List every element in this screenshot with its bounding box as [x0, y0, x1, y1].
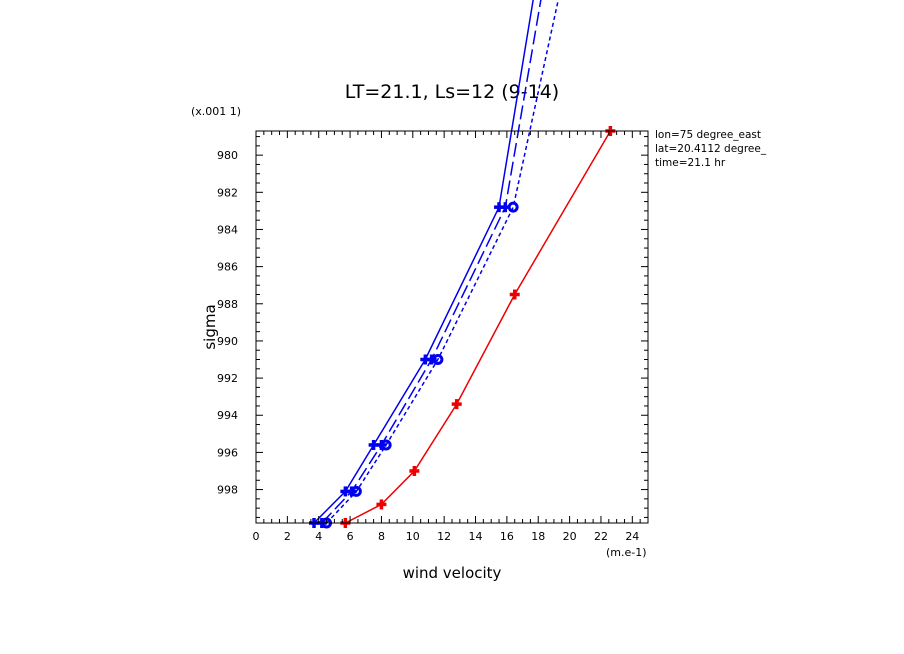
- x-axis-title: wind velocity: [403, 564, 502, 582]
- y-tick-label: 996: [217, 446, 238, 459]
- x-tick-label: 6: [347, 530, 354, 543]
- plot-frame: [255, 130, 649, 524]
- y-tick-label: 986: [217, 261, 238, 274]
- x-tick-label: 0: [253, 530, 260, 543]
- y-tick-label: 980: [217, 149, 238, 162]
- ticks-layer: 0 2 4 6 8 10 12 14 16 18 20 22 249809829849869889909…: [217, 131, 648, 543]
- series-3-marker: [350, 485, 362, 497]
- series-line-2: [321, 0, 542, 523]
- x-tick-label: 12: [437, 530, 451, 543]
- x-tick-label: 10: [406, 530, 420, 543]
- x-tick-label: 8: [378, 530, 385, 543]
- info-box: lon=75 degree_east lat=20.4112 degree_ t…: [655, 129, 767, 169]
- series-3-marker: [507, 201, 519, 213]
- series-4-marker: [376, 499, 387, 510]
- series-line-4: [345, 130, 612, 523]
- series-3-marker: [432, 354, 444, 366]
- series-4-marker: [451, 399, 462, 410]
- series-4-marker: [509, 289, 520, 300]
- series-layer: [313, 0, 612, 523]
- x-tick-label: 24: [625, 530, 639, 543]
- marker-layer: [309, 126, 616, 529]
- y-tick-label: 998: [217, 484, 238, 497]
- series-line-3: [326, 0, 560, 523]
- info-time: time=21.1 hr: [655, 157, 726, 169]
- x-scale-label: (m.e-1): [606, 546, 647, 559]
- x-tick-label: 22: [594, 530, 608, 543]
- y-tick-label: 992: [217, 372, 238, 385]
- x-tick-label: 16: [500, 530, 514, 543]
- x-tick-label: 14: [469, 530, 483, 543]
- chart-title: LT=21.1, Ls=12 (9-14): [345, 81, 559, 103]
- x-tick-label: 2: [284, 530, 291, 543]
- y-tick-label: 994: [217, 409, 238, 422]
- series-line-1: [313, 0, 534, 523]
- series-3-marker: [380, 439, 392, 451]
- y-tick-label: 988: [217, 298, 238, 311]
- series-4-marker: [409, 465, 420, 476]
- info-lon: lon=75 degree_east: [655, 129, 761, 141]
- info-lat: lat=20.4112 degree_: [655, 143, 767, 155]
- y-scale-label: (x.001 1): [191, 105, 241, 118]
- y-tick-label: 982: [217, 186, 238, 199]
- y-tick-label: 984: [217, 223, 238, 236]
- x-tick-label: 4: [315, 530, 322, 543]
- x-tick-label: 20: [563, 530, 577, 543]
- x-tick-label: 18: [531, 530, 545, 543]
- y-tick-label: 990: [217, 335, 238, 348]
- y-axis-title: sigma: [201, 304, 219, 349]
